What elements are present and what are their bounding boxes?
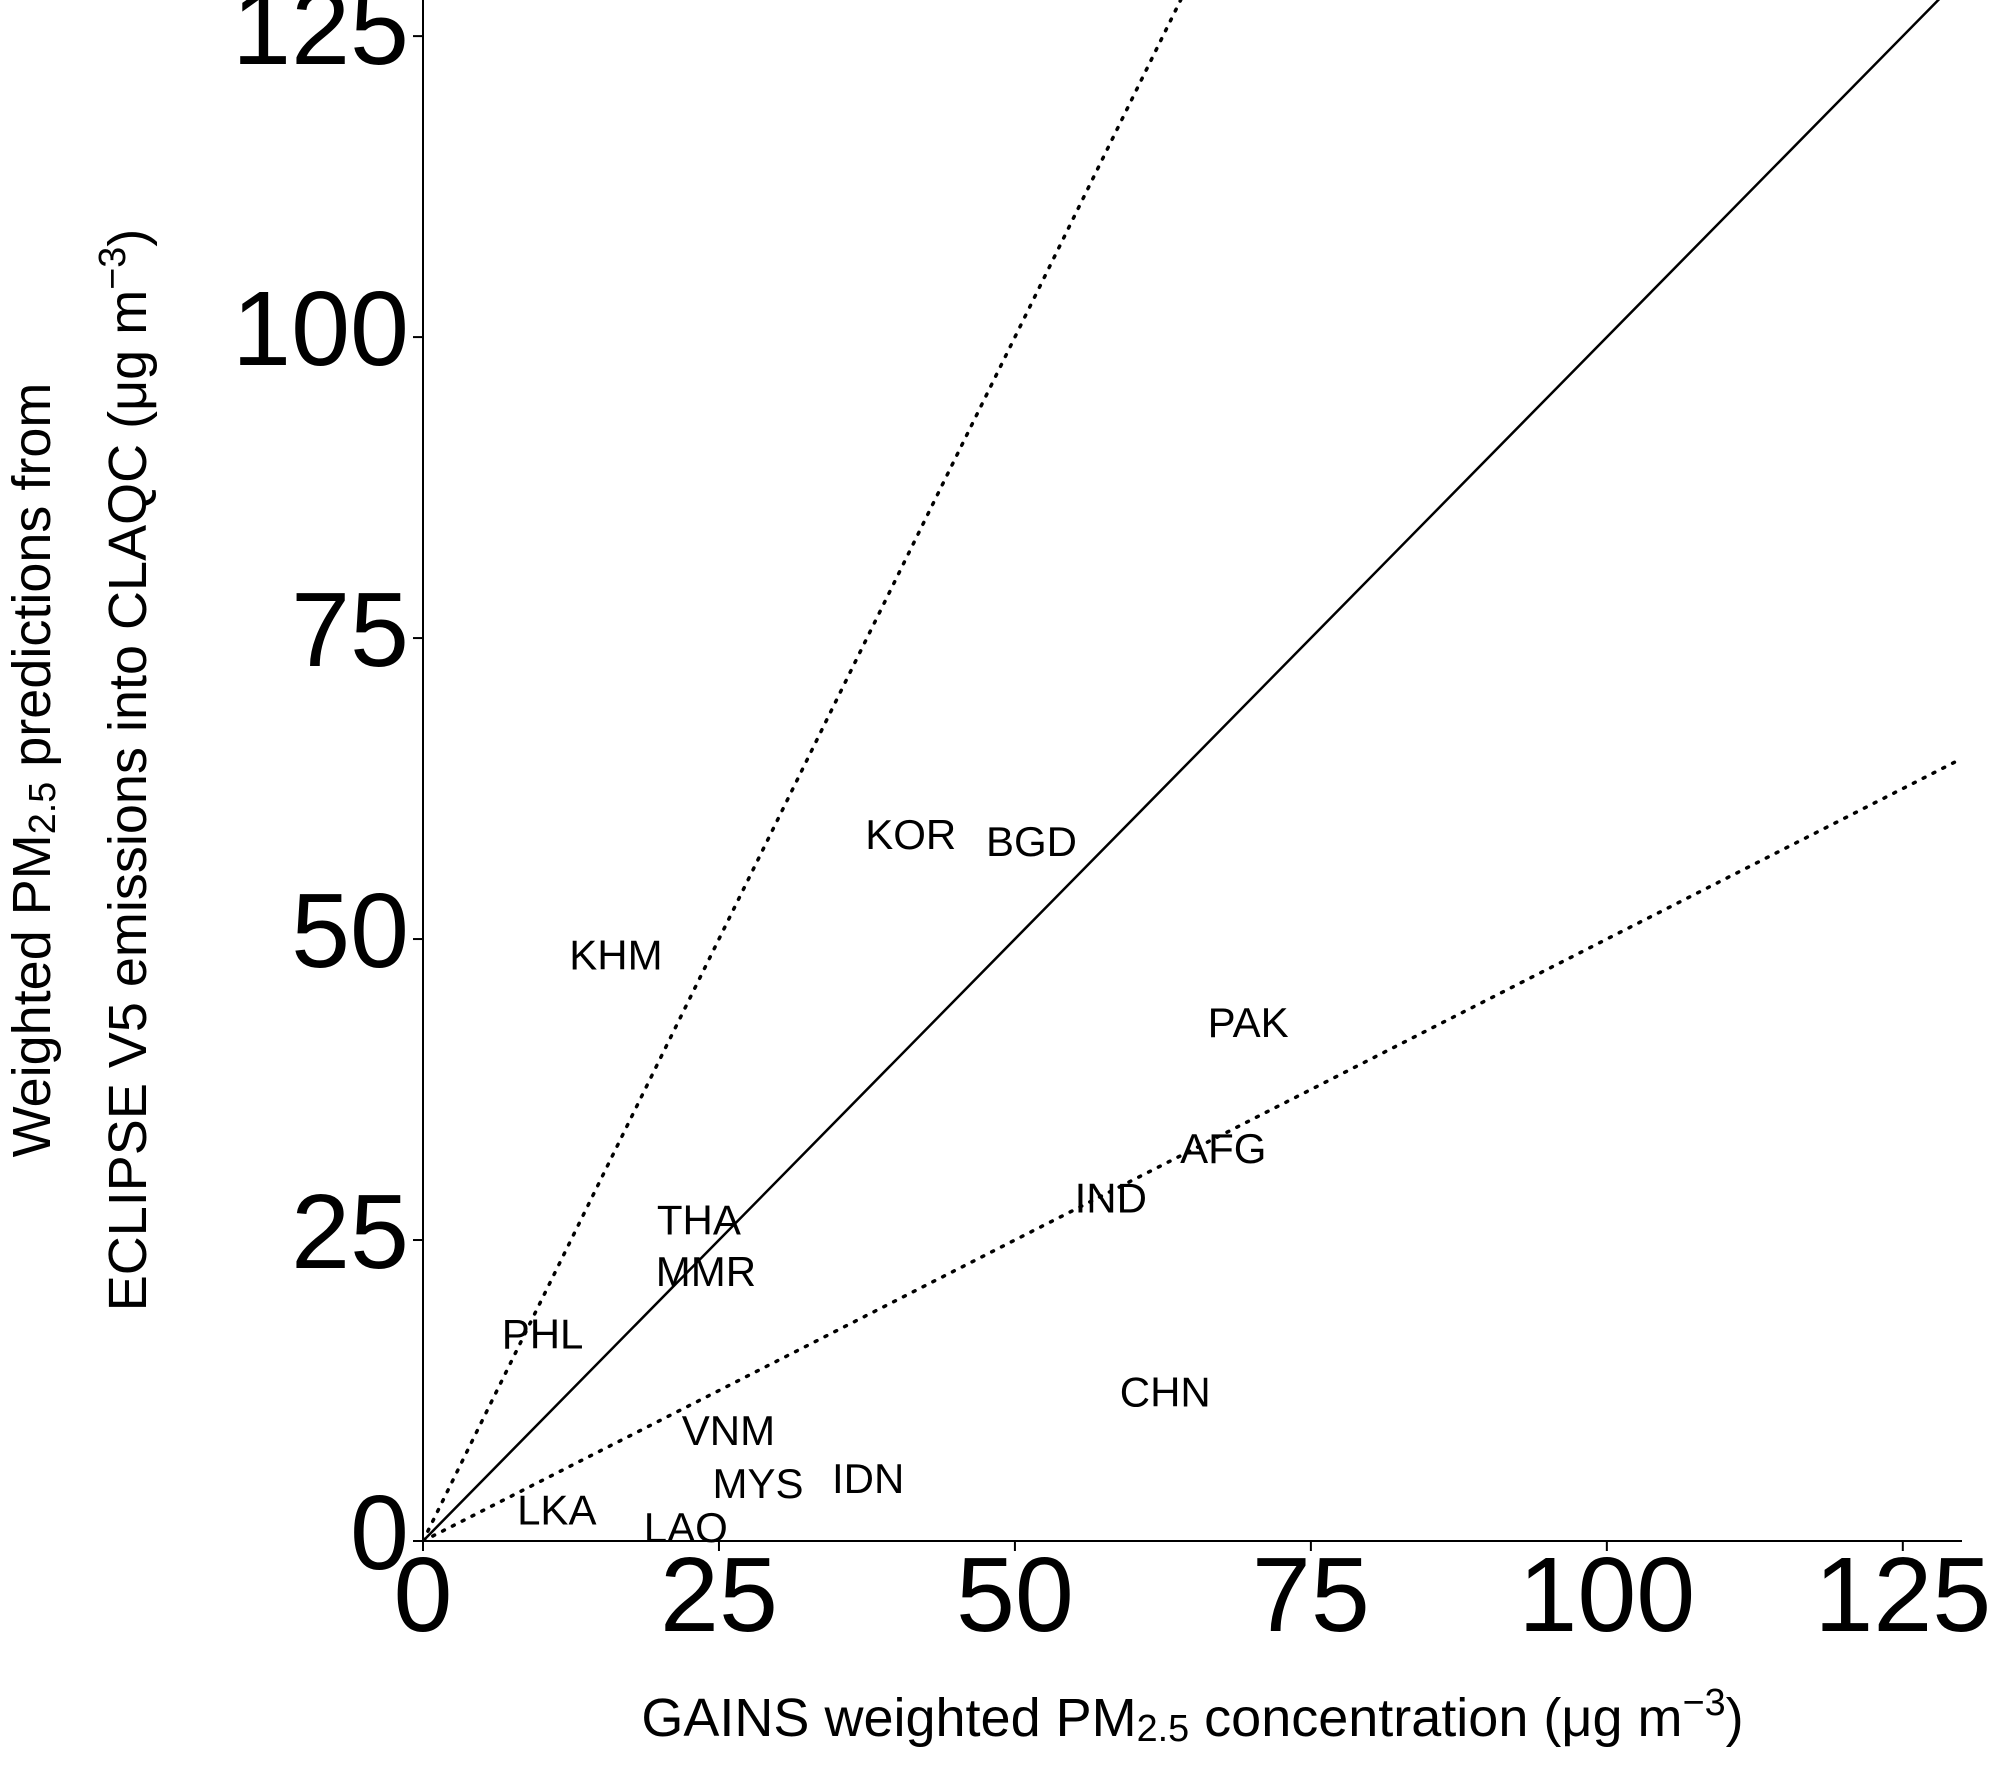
point-label: LKA xyxy=(517,1486,596,1533)
x-axis-title: GAINS weighted PM2.5 concentration (μg m… xyxy=(641,1682,1743,1751)
point-label: MMR xyxy=(656,1248,756,1295)
point-label: MYS xyxy=(713,1460,804,1507)
y-tick-label: 75 xyxy=(291,571,409,689)
y-axis-title-part: predictions from xyxy=(2,383,62,782)
x-axis-title-part: ) xyxy=(1726,1688,1744,1748)
x-axis-title-part: 2.5 xyxy=(1137,1708,1190,1750)
x-tick-label: 25 xyxy=(660,1536,778,1654)
x-axis-title-part: GAINS weighted PM xyxy=(641,1688,1136,1748)
point-label: THA xyxy=(657,1196,741,1243)
point-label: KHM xyxy=(569,931,662,978)
reference-lines xyxy=(423,0,1962,1541)
x-tick-label: 100 xyxy=(1518,1536,1695,1654)
point-label: PHL xyxy=(502,1311,584,1358)
point-label: AFG xyxy=(1180,1125,1266,1172)
y-tick-label: 125 xyxy=(232,0,409,87)
x-tick-label: 0 xyxy=(394,1536,453,1654)
reference-line xyxy=(423,756,1962,1541)
x-tick-label: 50 xyxy=(956,1536,1074,1654)
y-tick-label: 25 xyxy=(291,1173,409,1291)
reference-line xyxy=(423,0,1941,1541)
point-label: CHN xyxy=(1120,1368,1211,1415)
x-axis-title-part: concentration (μg m xyxy=(1189,1688,1682,1748)
point-label: IDN xyxy=(832,1455,904,1502)
x-axis-title-part: −3 xyxy=(1683,1682,1726,1724)
y-axis-title: Weighted PM2.5 predictions from xyxy=(2,383,64,1158)
point-label: KOR xyxy=(865,811,956,858)
y-axis-title-part: ECLIPSE V5 emissions into CLAQC (μg m xyxy=(98,290,158,1311)
y-tick-label: 100 xyxy=(232,270,409,388)
x-tick-label: 75 xyxy=(1252,1536,1370,1654)
y-tick-label: 50 xyxy=(291,872,409,990)
y-axis-title: ECLIPSE V5 emissions into CLAQC (μg m−3) xyxy=(92,229,158,1312)
point-label: IND xyxy=(1075,1175,1147,1222)
point-label: LAO xyxy=(644,1504,728,1551)
y-axis-title-part: −3 xyxy=(92,247,134,290)
y-tick-label: 0 xyxy=(350,1474,409,1592)
reference-line xyxy=(423,0,1183,1541)
point-label: VNM xyxy=(682,1407,775,1454)
point-label: PAK xyxy=(1208,999,1289,1046)
y-axis-title-part: Weighted PM xyxy=(2,834,62,1157)
y-axis-title-part: ) xyxy=(98,229,158,247)
y-axis-title-part: 2.5 xyxy=(22,782,64,835)
x-tick-label: 125 xyxy=(1814,1536,1991,1654)
point-label: BGD xyxy=(986,818,1077,865)
